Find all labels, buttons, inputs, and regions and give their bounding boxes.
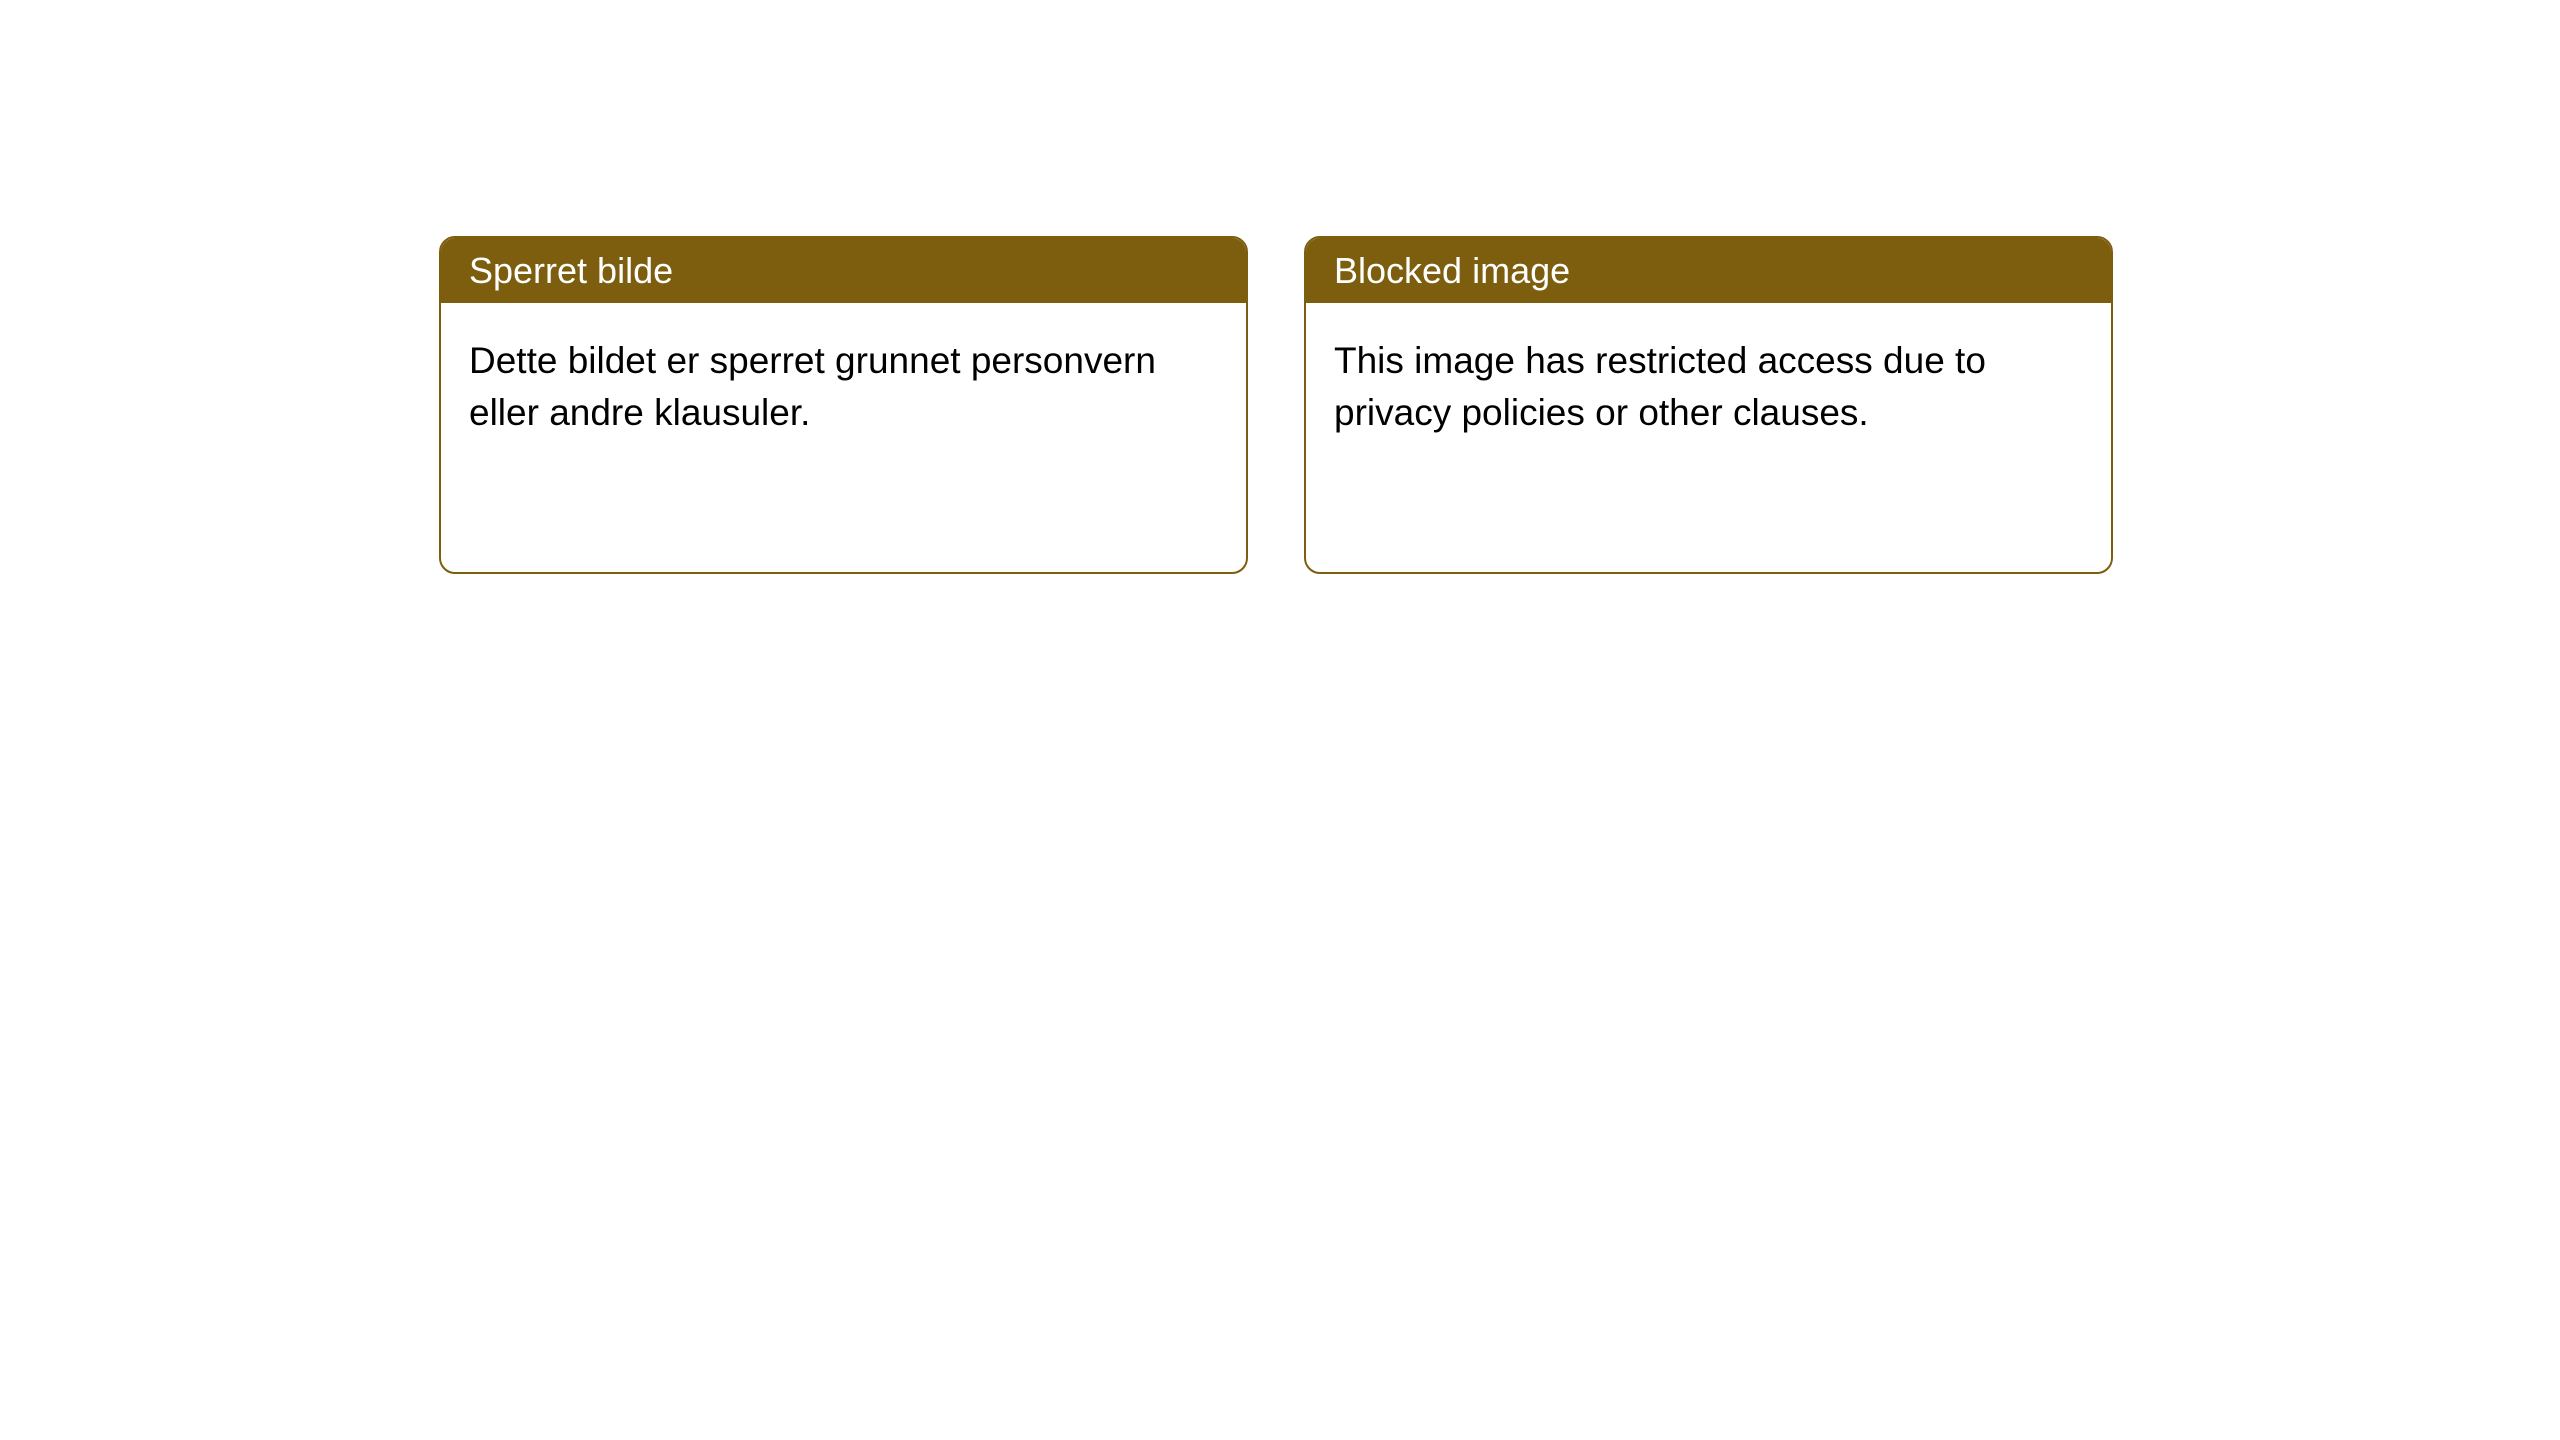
blocked-image-card-en-title: Blocked image	[1306, 238, 2111, 303]
blocked-image-card-nb: Sperret bilde Dette bildet er sperret gr…	[439, 236, 1248, 574]
notice-container: Sperret bilde Dette bildet er sperret gr…	[439, 236, 2113, 574]
blocked-image-card-nb-title: Sperret bilde	[441, 238, 1246, 303]
blocked-image-card-en: Blocked image This image has restricted …	[1304, 236, 2113, 574]
blocked-image-card-nb-body: Dette bildet er sperret grunnet personve…	[441, 303, 1246, 471]
blocked-image-card-en-body: This image has restricted access due to …	[1306, 303, 2111, 471]
